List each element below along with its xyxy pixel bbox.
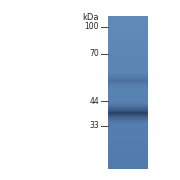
Text: 33: 33: [89, 121, 99, 130]
Text: 100: 100: [84, 22, 99, 31]
Text: kDa: kDa: [82, 12, 99, 21]
Text: 44: 44: [89, 97, 99, 106]
Text: 70: 70: [89, 49, 99, 58]
